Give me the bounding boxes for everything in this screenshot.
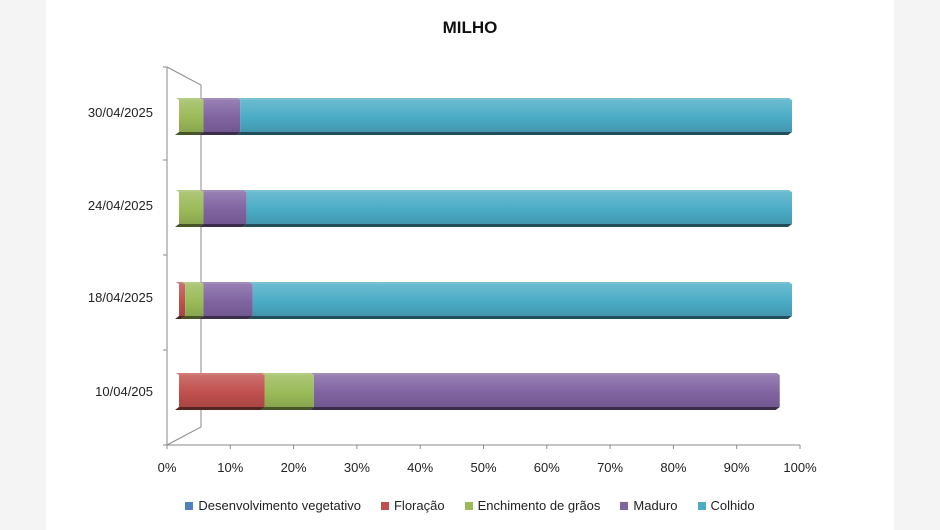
bar-bottom-face (175, 316, 186, 319)
x-tick-label: 10% (217, 460, 243, 475)
legend-swatch (185, 501, 194, 510)
bar-segment-colhido (240, 100, 793, 132)
bar-top-face (200, 98, 241, 100)
bar-segment-enchimento-de-gr-os (179, 100, 204, 132)
right-margin-strip (894, 0, 940, 530)
bar-bottom-face (199, 224, 247, 227)
bar-top-face (176, 98, 204, 100)
x-tick-label: 60% (534, 460, 560, 475)
bar-segment-colhido (246, 192, 792, 224)
bar-bottom-face (236, 132, 793, 135)
bar-segment-enchimento-de-gr-os (185, 284, 204, 316)
bar-bottom-face (199, 132, 241, 135)
bar-bottom-face (181, 316, 204, 319)
bar-top-face (182, 282, 204, 284)
bar-bottom-face (175, 407, 265, 410)
legend-label: Desenvolvimento vegetativo (198, 498, 361, 513)
x-tick-label: 80% (660, 460, 686, 475)
category-label: 10/04/205 (95, 384, 153, 399)
bar-segment-flora-o (179, 375, 265, 407)
x-tick-label: 70% (597, 460, 623, 475)
bar-top-face (261, 373, 314, 375)
x-tick-label: 50% (470, 460, 496, 475)
left-margin-strip (0, 0, 46, 530)
chart-legend: Desenvolvimento vegetativo Floração Enchim… (0, 498, 940, 513)
bar-top-face (200, 282, 253, 284)
bar-segment-maduro (313, 375, 780, 407)
chart-title: MILHO (442, 18, 498, 37)
bar-segment-enchimento-de-gr-os (179, 192, 204, 224)
x-tick-label: 40% (407, 460, 433, 475)
bar-bottom-face (309, 407, 780, 410)
legend-label: Floração (393, 498, 445, 513)
bar-top-face (176, 282, 186, 284)
x-tick-label: 0% (158, 460, 177, 475)
bar-top-face (176, 190, 204, 192)
legend-item: Desenvolvimento vegetativo (185, 498, 361, 513)
legend-swatch (464, 501, 473, 510)
side-wall-outline (166, 66, 202, 446)
legend-swatch (620, 501, 629, 510)
legend-label: Enchimento de grãos (477, 498, 601, 513)
x-tick-label: 100% (783, 460, 817, 475)
bar-segment-maduro (203, 192, 247, 224)
bar-bottom-face (260, 407, 314, 410)
category-label: 18/04/2025 (88, 290, 153, 305)
legend-swatch (697, 501, 706, 510)
bar-segment-enchimento-de-gr-os (264, 375, 314, 407)
bar-top-face (243, 190, 792, 192)
bar-top-face (310, 373, 780, 375)
legend-swatch (380, 501, 389, 510)
bar-top-face (237, 98, 793, 100)
bar-bottom-face (248, 316, 792, 319)
bar-bottom-face (199, 316, 253, 319)
bar-bottom-face (175, 132, 204, 135)
x-tick-label: 90% (724, 460, 750, 475)
legend-label: Colhido (710, 498, 755, 513)
legend-item: Enchimento de grãos (464, 498, 601, 513)
x-tick-label: 30% (344, 460, 370, 475)
x-tick-label: 20% (281, 460, 307, 475)
bar-segment-maduro (203, 284, 253, 316)
category-label: 24/04/2025 (88, 198, 153, 213)
category-label: 30/04/2025 (88, 105, 153, 120)
legend-label: Maduro (633, 498, 678, 513)
bar-bottom-face (242, 224, 792, 227)
bar-top-face (200, 190, 247, 192)
legend-item: Floração (380, 498, 445, 513)
legend-item: Maduro (620, 498, 678, 513)
bar-top-face (176, 373, 265, 375)
bar-segment-maduro (203, 100, 241, 132)
bar-segment-flora-o (179, 284, 186, 316)
bar-top-face (249, 282, 792, 284)
bar-segment-colhido (252, 284, 792, 316)
legend-item: Colhido (697, 498, 755, 513)
bar-bottom-face (175, 224, 204, 227)
